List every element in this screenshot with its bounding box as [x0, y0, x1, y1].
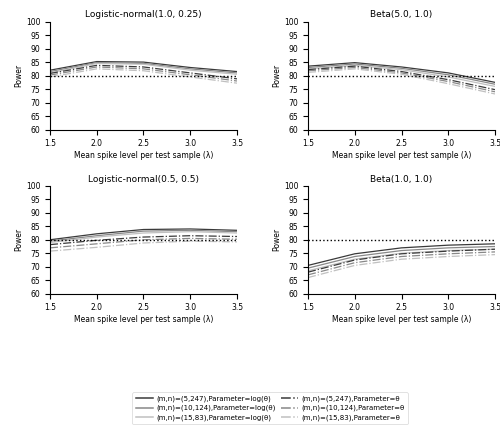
Title: Logistic-normal(0.5, 0.5): Logistic-normal(0.5, 0.5) — [88, 175, 199, 184]
Y-axis label: Power: Power — [14, 228, 23, 251]
X-axis label: Mean spike level per test sample (λ): Mean spike level per test sample (λ) — [74, 151, 213, 160]
Title: Beta(1.0, 1.0): Beta(1.0, 1.0) — [370, 175, 432, 184]
Y-axis label: Power: Power — [272, 228, 281, 251]
Title: Beta(5.0, 1.0): Beta(5.0, 1.0) — [370, 10, 432, 19]
Y-axis label: Power: Power — [14, 64, 23, 87]
X-axis label: Mean spike level per test sample (λ): Mean spike level per test sample (λ) — [332, 151, 471, 160]
Title: Logistic-normal(1.0, 0.25): Logistic-normal(1.0, 0.25) — [85, 10, 202, 19]
Legend: (m,n)=(5,247),Parameter=log(θ), (m,n)=(10,124),Parameter=log(θ), (m,n)=(15,83),P: (m,n)=(5,247),Parameter=log(θ), (m,n)=(1… — [132, 392, 407, 424]
X-axis label: Mean spike level per test sample (λ): Mean spike level per test sample (λ) — [332, 315, 471, 324]
X-axis label: Mean spike level per test sample (λ): Mean spike level per test sample (λ) — [74, 315, 213, 324]
Y-axis label: Power: Power — [272, 64, 281, 87]
